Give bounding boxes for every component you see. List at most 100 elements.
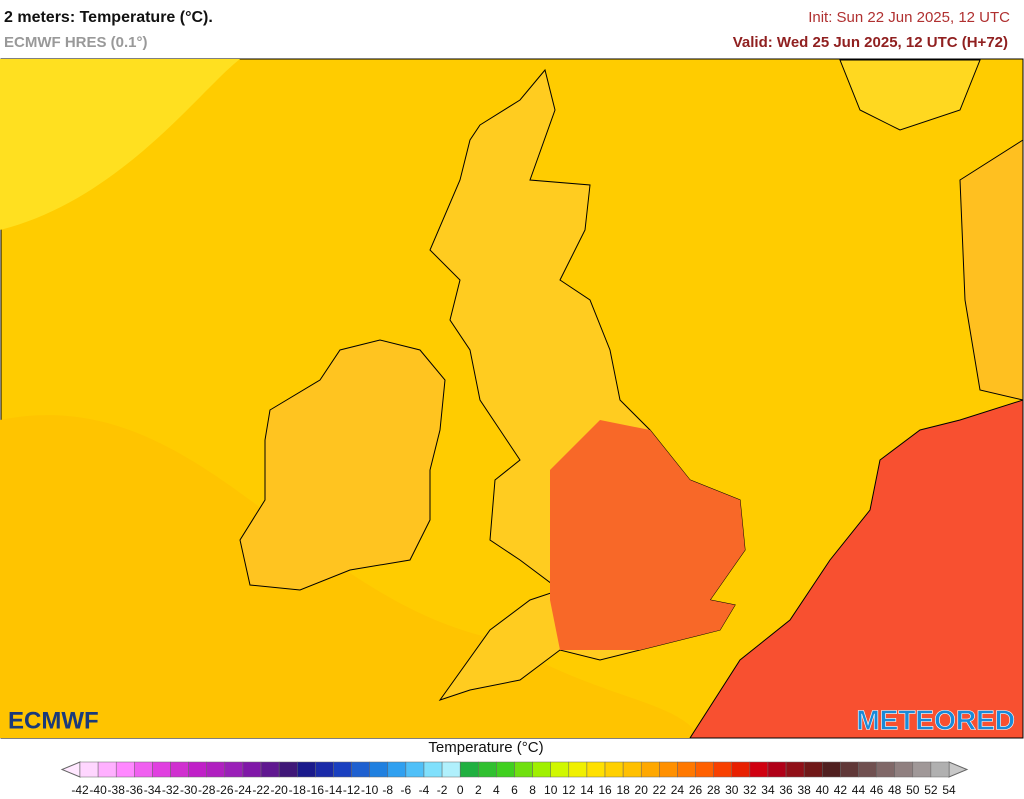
colorbar-box	[604, 761, 624, 778]
colorbar-box	[912, 761, 932, 778]
meteored-logo: METEORED	[856, 704, 1015, 735]
ireland	[239, 339, 446, 591]
colorbar-box	[242, 761, 262, 778]
colorbar-label: 10	[544, 783, 558, 797]
colorbar-label: 28	[707, 783, 721, 797]
continent	[689, 399, 1024, 739]
colorbar-box	[876, 761, 895, 778]
colorbar-box	[858, 761, 877, 778]
colorbar-label: 52	[924, 783, 938, 797]
colorbar-box	[496, 761, 515, 778]
colorbar-box	[333, 761, 352, 778]
subtitle: ECMWF HRES (0.1°)	[4, 34, 148, 51]
colorbar-box	[640, 761, 660, 778]
colorbar-box	[894, 761, 914, 778]
colorbar-label: 14	[580, 783, 594, 797]
colorbar-label: 0	[457, 783, 464, 797]
colorbar-label: -26	[216, 783, 234, 797]
colorbar-label: 44	[852, 783, 866, 797]
colorbar-label: -8	[382, 783, 393, 797]
colorbar-label: -32	[162, 783, 180, 797]
colorbar-box	[369, 761, 389, 778]
colorbar-label: 8	[529, 783, 536, 797]
colorbar-box	[423, 761, 443, 778]
colorbar-label: 4	[493, 783, 500, 797]
colorbar-label: 24	[671, 783, 685, 797]
colorbar-label: 40	[816, 783, 830, 797]
colorbar-label: -2	[437, 783, 448, 797]
colorbar-box	[803, 761, 823, 778]
colorbar-label: -12	[343, 783, 361, 797]
colorbar-label: -6	[401, 783, 412, 797]
colorbar-box	[387, 761, 407, 778]
colorbar-box	[822, 761, 841, 778]
map: ECMWF METEORED	[0, 58, 1024, 739]
colorbar-box	[441, 761, 461, 778]
colorbar-label: 22	[653, 783, 667, 797]
title: 2 meters: Temperature (°C).	[4, 9, 213, 26]
colorbar-label: 30	[725, 783, 739, 797]
colorbar-label: 16	[598, 783, 612, 797]
colorbar-high	[948, 761, 969, 778]
colorbar-label: -30	[180, 783, 198, 797]
colorbar-box	[170, 761, 189, 778]
colorbar-box	[188, 761, 207, 778]
colorbar-label: 32	[743, 783, 757, 797]
colorbar-label: 18	[616, 783, 630, 797]
colorbar-box	[749, 761, 769, 778]
colorbar-box	[930, 761, 950, 778]
colorbar-box	[514, 761, 533, 778]
colorbar-box	[206, 761, 226, 778]
colorbar-label: -10	[361, 783, 379, 797]
colorbar-box	[840, 761, 859, 778]
colorbar-box	[315, 761, 334, 778]
colorbar-box	[278, 761, 298, 778]
colorbar-box	[134, 761, 153, 778]
colorbar-label: 48	[888, 783, 902, 797]
colorbar-box	[405, 761, 425, 778]
colorbar-box	[767, 761, 787, 778]
colorbar-label: 20	[635, 783, 649, 797]
colorbar-label: -14	[325, 783, 343, 797]
colorbar-label: -36	[126, 783, 144, 797]
colorbar-label: 46	[870, 783, 884, 797]
colorbar-label: -18	[289, 783, 307, 797]
colorbar-box	[695, 761, 714, 778]
cool-sea	[0, 59, 240, 230]
colorbar-box	[260, 761, 280, 778]
colorbar-box	[297, 761, 316, 778]
colorbar-label: 36	[779, 783, 793, 797]
colorbar-low	[60, 761, 81, 778]
colorbar-label: -22	[252, 783, 270, 797]
norway	[839, 59, 981, 131]
colorbar-box	[785, 761, 805, 778]
colorbar-box	[586, 761, 606, 778]
colorbar-label: -28	[198, 783, 216, 797]
colorbar-label: 6	[511, 783, 518, 797]
ecmwf-logo: ECMWF	[8, 707, 99, 734]
colorbar-label: -38	[108, 783, 126, 797]
colorbar-box	[97, 761, 117, 778]
colorbar-label: -40	[89, 783, 107, 797]
colorbar-box	[659, 761, 678, 778]
colorbar-box	[224, 761, 244, 778]
colorbar-box	[622, 761, 642, 778]
colorbar-box	[532, 761, 551, 778]
colorbar-label: 2	[475, 783, 482, 797]
colorbar-box	[550, 761, 570, 778]
colorbar-box	[478, 761, 497, 778]
colorbar-label: 26	[689, 783, 703, 797]
colorbar-label: -34	[144, 783, 162, 797]
colorbar-box	[568, 761, 588, 778]
colorbar-label: 50	[906, 783, 920, 797]
colorbar-box	[731, 761, 751, 778]
colorbar-label: -24	[234, 783, 252, 797]
colorbar-box	[713, 761, 732, 778]
init-time: Init: Sun 22 Jun 2025, 12 UTC	[808, 9, 1010, 26]
colorbar-label: -4	[419, 783, 430, 797]
colorbar-label: 12	[562, 783, 576, 797]
colorbar-label: -16	[307, 783, 325, 797]
colorbar-box	[351, 761, 370, 778]
colorbar-label: 38	[797, 783, 811, 797]
